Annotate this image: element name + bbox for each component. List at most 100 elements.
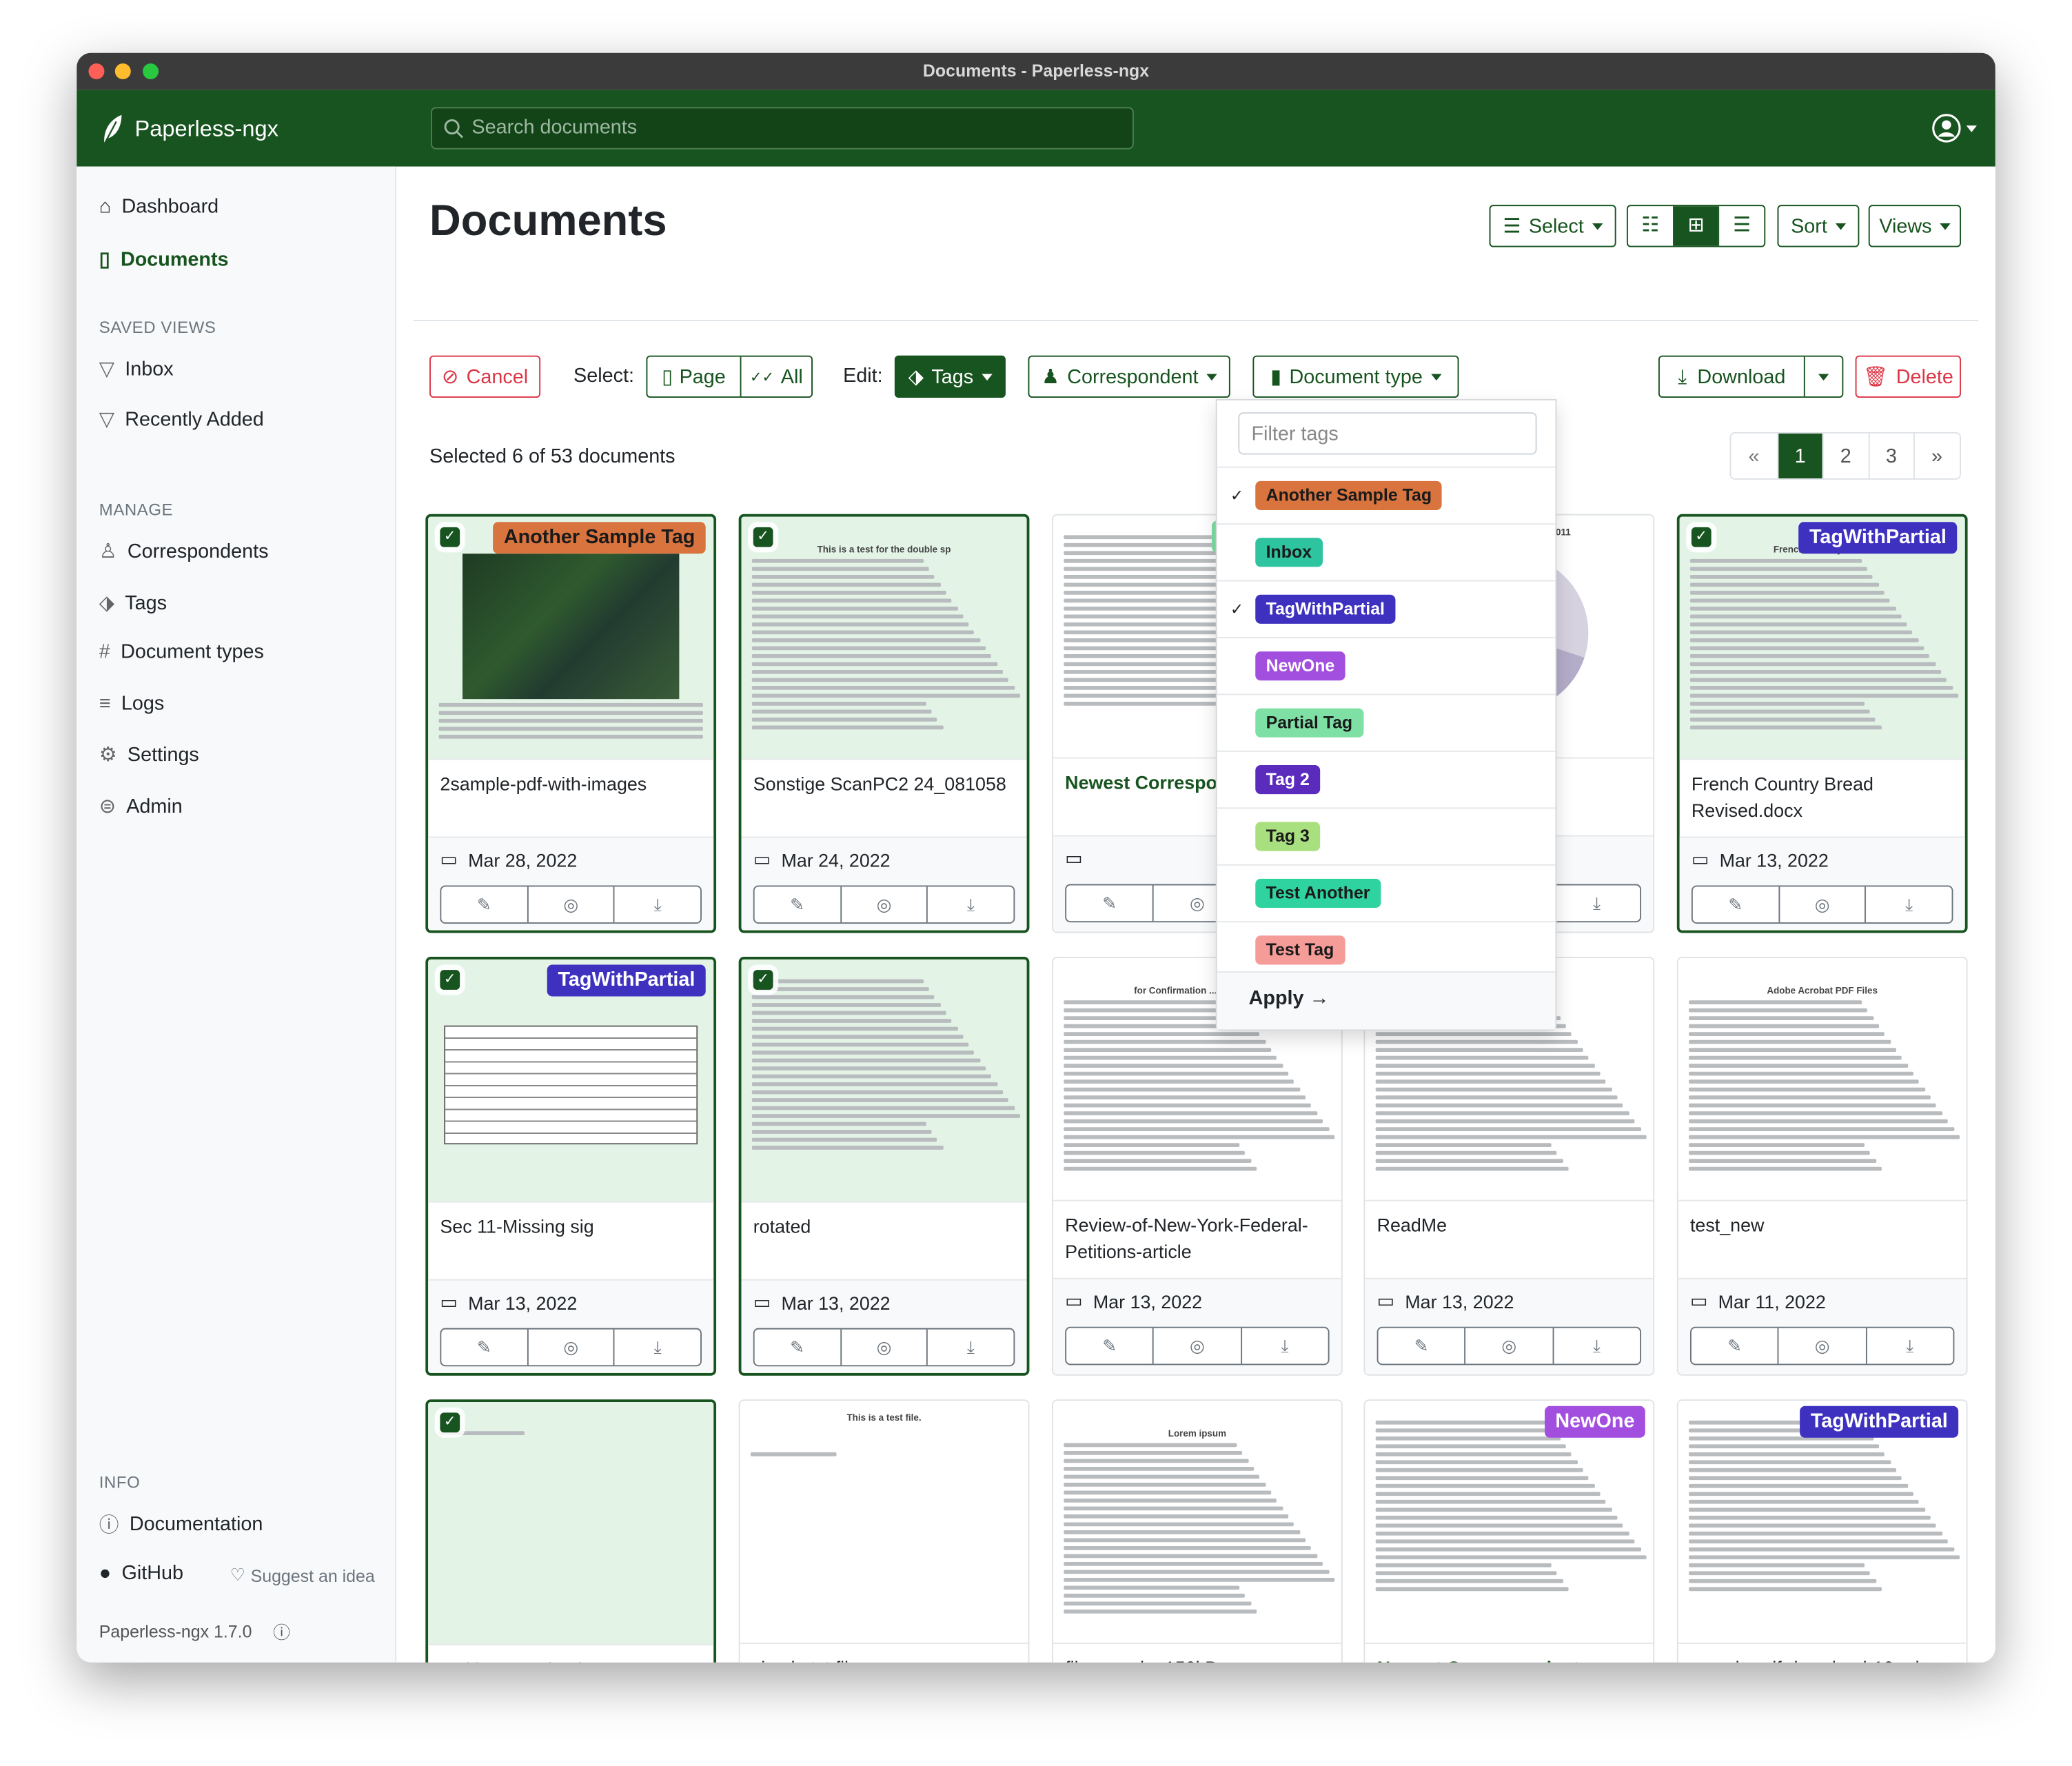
document-thumbnail[interactable]: This is a test for the double sp [741,516,1027,760]
preview-button[interactable]: ◎ [527,886,613,923]
download-button[interactable]: ⤓ [1552,1328,1640,1364]
document-card[interactable]: French Country Bread✓TagWithPartialFrenc… [1676,514,1968,933]
tag-option[interactable]: ✓ TagWithPartial [1217,580,1556,637]
pagination-page-2[interactable]: 2 [1822,433,1868,478]
selected-checkbox[interactable]: ✓ [440,970,460,990]
sort-dropdown-button[interactable]: Sort [1777,205,1860,247]
sidebar-item-settings[interactable]: ⚙ Settings [99,742,199,767]
select-page-button[interactable]: ▯ Page [647,356,742,397]
pagination-prev[interactable]: « [1731,433,1777,478]
sidebar-item-admin[interactable]: ⊜ Admin [99,794,183,818]
edit-button[interactable]: ✎ [476,1337,491,1357]
tag-option[interactable]: NewOne [1217,637,1556,693]
download-button[interactable]: ⤓ [926,886,1014,923]
download-button[interactable]: ⤓ [1240,1328,1328,1364]
download-options-toggle[interactable] [1805,373,1842,380]
close-window-button[interactable] [88,63,105,80]
selected-checkbox[interactable]: ✓ [753,527,773,547]
user-menu[interactable] [1932,114,1977,143]
maximize-window-button[interactable] [143,63,159,80]
cancel-selection-button[interactable]: ⊘ Cancel [429,355,541,398]
pagination-page-3[interactable]: 3 [1867,433,1913,478]
preview-button[interactable]: ◎ [840,886,927,923]
pagination-next[interactable]: » [1913,433,1960,478]
tag-option[interactable]: ✓ Another Sample Tag [1217,466,1556,523]
tag-option[interactable]: Test Tag [1217,921,1556,977]
preview-button[interactable]: ◎ [1778,1328,1865,1364]
document-card[interactable]: TagWithPartial sample-pdf-download-10-mb-… [1676,1399,1968,1663]
edit-button[interactable]: ✎ [1728,893,1743,914]
download-button[interactable]: ⤓ [613,1329,700,1366]
document-thumbnail[interactable] [428,1402,714,1645]
views-dropdown-button[interactable]: Views [1868,205,1961,247]
edit-button[interactable]: ✎ [1727,1335,1742,1355]
document-card[interactable]: This is a test for the double sp ✓ Sonstig… [738,514,1030,933]
search-input[interactable]: Search documents [430,107,1134,150]
edit-button[interactable]: ✎ [476,893,491,914]
edit-button[interactable]: ✎ [1102,1335,1117,1355]
apply-button[interactable]: Apply → [1217,971,1556,1030]
selected-checkbox[interactable]: ✓ [1691,527,1712,547]
minimize-window-button[interactable] [114,63,131,80]
correspondent-dropdown-button[interactable]: ♟ Correspondent [1028,355,1230,398]
download-button[interactable]: ⤓ [1865,1328,1953,1364]
sidebar-item-github[interactable]: ● GitHub [99,1562,183,1585]
brand-link[interactable]: Paperless-ngx [101,114,278,145]
preview-button[interactable]: ◎ [840,1329,927,1366]
download-button[interactable]: ⤓ [926,1329,1014,1366]
tag-option[interactable]: Tag 3 [1217,807,1556,864]
document-card[interactable]: Lorem ipsumfile-sample_150kBs▭✎◎⤓ [1052,1399,1343,1663]
sidebar-item-documentation[interactable]: ⓘ Documentation [99,1510,263,1538]
download-button[interactable]: ⤓ [1552,885,1640,922]
document-thumbnail[interactable]: Adobe Acrobat PDF Files [1678,957,1967,1201]
correspondent-name[interactable]: Newest Correspondent: [1377,1657,1586,1663]
sidebar-item-documents[interactable]: ▯ Documents [99,247,229,271]
document-thumbnail[interactable]: This is a test file. [740,1401,1028,1644]
sidebar-item-tags[interactable]: ⬗ Tags [99,591,167,615]
selected-checkbox[interactable]: ✓ [440,527,460,547]
document-card[interactable]: ✓multi-page-mixedxx▭✎◎⤓ [425,1399,717,1663]
download-button[interactable]: ⤓ Download [1660,356,1805,397]
sidebar-item-logs[interactable]: ≡ Logs [99,693,165,715]
document-card[interactable]: ✓ Another Sample Tag 2sample-pdf-with-imag… [425,514,717,933]
document-type-dropdown-button[interactable]: ▮ Document type [1252,355,1459,398]
document-card[interactable]: NewOneNewest Correspondent:f_combineds▭✎… [1363,1399,1655,1663]
tags-dropdown-button[interactable]: ⬗ Tags [894,355,1006,398]
tag-option[interactable]: Tag 2 [1217,750,1556,807]
sidebar-item-correspondents[interactable]: ♙ Correspondents [99,539,269,563]
document-card[interactable]: Adobe Acrobat PDF Files test_new ▭ Mar 11, … [1676,956,1968,1376]
select-all-button[interactable]: ✓✓ All [741,365,811,388]
sidebar-item-dashboard[interactable]: ⌂ Dashboard [99,196,219,219]
sidebar-item-recently-added[interactable]: ▽ Recently Added [99,407,264,431]
edit-button[interactable]: ✎ [1414,1335,1429,1355]
preview-button[interactable]: ◎ [527,1329,613,1366]
document-thumbnail[interactable]: Lorem ipsum [1053,1401,1341,1644]
view-small-cards-button[interactable]: ⊞ [1674,206,1718,246]
edit-button[interactable]: ✎ [790,893,805,914]
tag-option[interactable]: Inbox [1217,523,1556,580]
sidebar-item-document-types[interactable]: # Document types [99,641,264,664]
select-dropdown-button[interactable]: ☰ Select [1489,205,1616,247]
preview-button[interactable]: ◎ [1778,886,1865,923]
preview-button[interactable]: ◎ [1152,1328,1240,1364]
document-thumbnail[interactable] [1365,1401,1654,1644]
pagination-page-1[interactable]: 1 [1776,433,1822,478]
view-details-button[interactable]: ☷ [1628,206,1674,246]
preview-button[interactable]: ◎ [1152,885,1240,922]
suggest-idea-link[interactable]: ♡ Suggest an idea [230,1565,375,1586]
selected-checkbox[interactable]: ✓ [753,970,773,990]
view-large-cards-button[interactable]: ☰ [1718,206,1764,246]
download-button[interactable]: ⤓ [1865,886,1952,923]
document-card[interactable]: This is a test file.simple txt file▭✎◎⤓ [738,1399,1030,1663]
edit-button[interactable]: ✎ [790,1337,805,1357]
tag-option[interactable]: Test Another [1217,864,1556,921]
document-card[interactable]: ✓ TagWithPartial Sec 11-Missing sig ▭ Mar 13… [425,956,717,1376]
edit-button[interactable]: ✎ [1102,893,1117,913]
document-thumbnail[interactable] [741,959,1027,1203]
document-thumbnail[interactable] [1678,1401,1967,1644]
document-thumbnail[interactable] [428,516,714,760]
info-circle-icon[interactable]: ⓘ [273,1623,291,1643]
filter-tags-input[interactable] [1238,412,1537,455]
delete-button[interactable]: 🗑 Delete [1855,355,1961,398]
selected-checkbox[interactable]: ✓ [440,1412,460,1433]
